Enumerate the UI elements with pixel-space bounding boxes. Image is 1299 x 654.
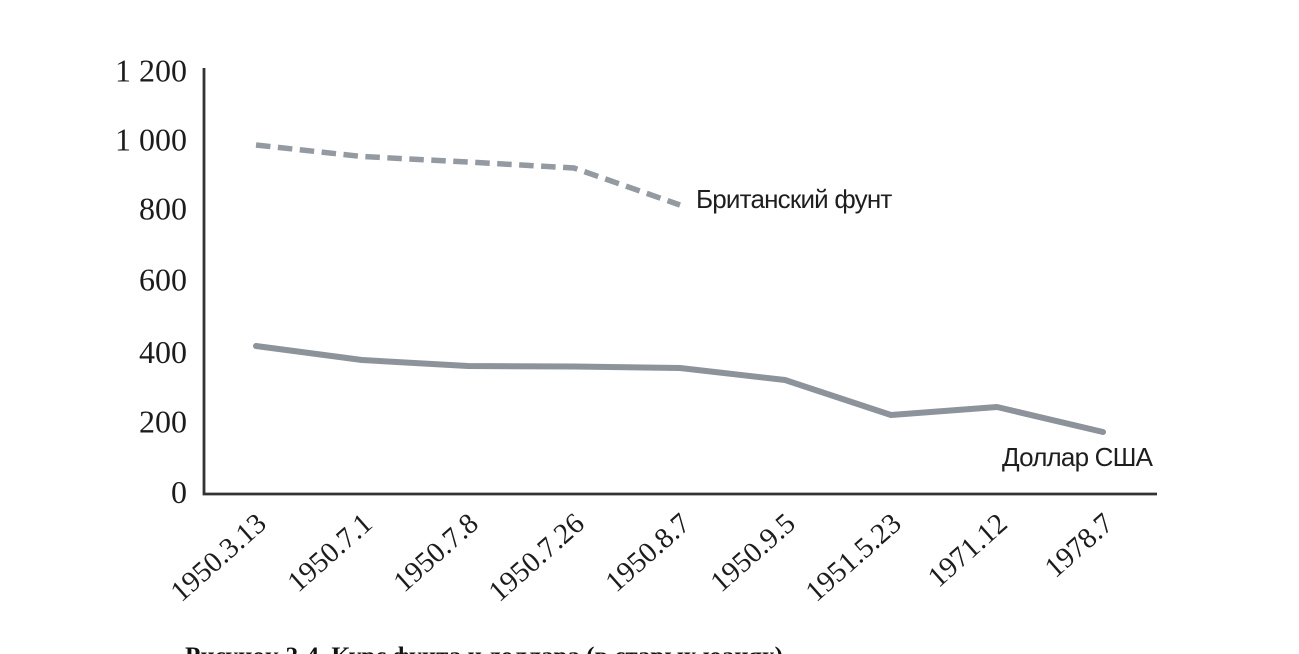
svg-text:1 200: 1 200	[115, 53, 187, 89]
svg-text:1 000: 1 000	[115, 122, 187, 158]
svg-text:200: 200	[139, 404, 187, 440]
svg-text:Рисунок 2-4. Курс фунта и долл: Рисунок 2-4. Курс фунта и доллара (в ста…	[185, 643, 783, 654]
svg-text:800: 800	[139, 191, 187, 227]
svg-text:Британский фунт: Британский фунт	[696, 184, 892, 214]
svg-text:600: 600	[139, 262, 187, 298]
svg-text:0: 0	[171, 474, 187, 510]
svg-text:400: 400	[139, 334, 187, 370]
svg-text:Доллар США: Доллар США	[1002, 442, 1154, 472]
